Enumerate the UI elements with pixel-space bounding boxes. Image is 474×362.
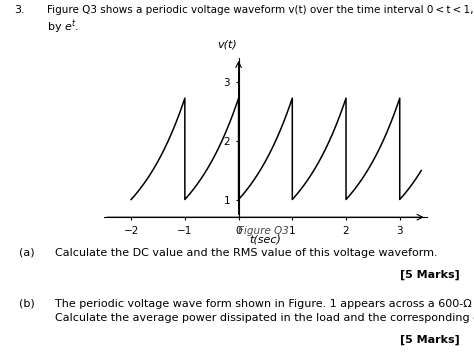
Text: Calculate the average power dissipated in the load and the corresponding dBm val: Calculate the average power dissipated i… [55,313,474,323]
Text: [5 Marks]: [5 Marks] [400,270,460,280]
Text: (a): (a) [19,248,35,258]
Text: [5 Marks]: [5 Marks] [400,335,460,345]
Text: 3.: 3. [14,5,25,16]
Y-axis label: v(t): v(t) [217,40,237,50]
X-axis label: t(sec): t(sec) [249,235,282,245]
Text: by $e^t$.: by $e^t$. [47,18,80,36]
Text: (b): (b) [19,299,35,309]
Text: Figure Q3: Figure Q3 [237,226,289,236]
Text: Calculate the DC value and the RMS value of this voltage waveform.: Calculate the DC value and the RMS value… [55,248,437,258]
Text: The periodic voltage wave form shown in Figure. 1 appears across a 600-Ω resisti: The periodic voltage wave form shown in … [55,299,474,309]
Text: Figure Q3 shows a periodic voltage waveform v(t) over the time interval 0 < t < : Figure Q3 shows a periodic voltage wavef… [47,5,474,16]
